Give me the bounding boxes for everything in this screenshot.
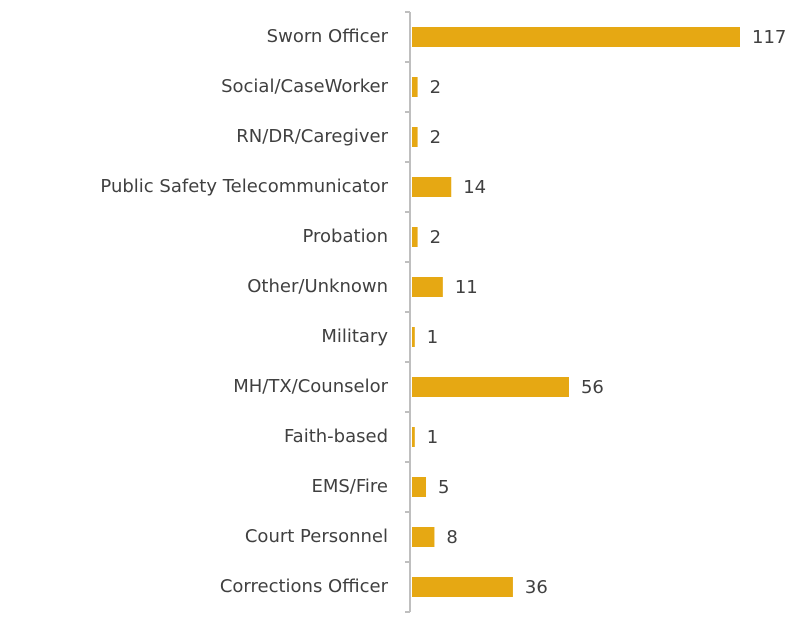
bar (412, 177, 452, 197)
category-label: Sworn Officer (267, 26, 389, 47)
value-label: 1 (427, 327, 438, 348)
value-label: 2 (430, 77, 441, 98)
category-label: Corrections Officer (220, 576, 389, 597)
bar (412, 127, 418, 147)
value-label: 56 (581, 377, 604, 398)
bar (412, 227, 418, 247)
category-label: RN/DR/Caregiver (236, 126, 388, 147)
bar (412, 427, 415, 447)
value-label: 117 (752, 27, 786, 48)
category-label: Court Personnel (245, 526, 388, 547)
value-label: 1 (427, 427, 438, 448)
value-label: 36 (525, 577, 548, 598)
category-label: Public Safety Telecommunicator (100, 176, 388, 197)
category-label: Other/Unknown (247, 276, 388, 297)
bar (412, 577, 513, 597)
bar (412, 277, 443, 297)
value-label: 2 (430, 127, 441, 148)
category-label: Probation (303, 226, 389, 247)
value-label: 14 (463, 177, 486, 198)
bar (412, 477, 427, 497)
value-label: 8 (446, 527, 457, 548)
bar (412, 27, 740, 47)
category-label: Social/CaseWorker (221, 76, 388, 97)
bar (412, 377, 569, 397)
bar (412, 77, 418, 97)
bar (412, 327, 415, 347)
value-label: 11 (455, 277, 478, 298)
category-label: MH/TX/Counselor (233, 376, 388, 397)
category-label: Military (321, 326, 388, 347)
category-label: Faith-based (284, 426, 388, 447)
value-label: 5 (438, 477, 449, 498)
category-label: EMS/Fire (311, 476, 388, 497)
value-label: 2 (430, 227, 441, 248)
bar (412, 527, 435, 547)
